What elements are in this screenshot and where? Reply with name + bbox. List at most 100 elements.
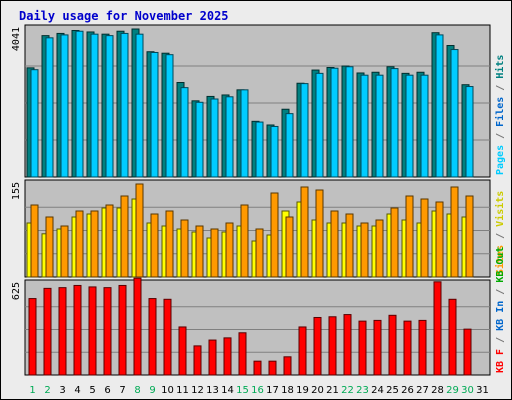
side-legend-part: KB In xyxy=(495,301,506,331)
bar-pages-day-23 xyxy=(360,74,369,178)
bar-kbytes-day-3 xyxy=(58,287,67,376)
bar-kbytes-day-5 xyxy=(88,286,97,376)
x-tick-label-day-20: 20 xyxy=(311,385,324,396)
bar-kbytes-day-26 xyxy=(403,320,412,376)
side-legend-part: / xyxy=(495,331,506,349)
bar-sites-day-3 xyxy=(60,225,69,278)
bar-sites-day-29 xyxy=(450,186,459,278)
bar-kbytes-day-1 xyxy=(28,298,37,376)
bar-kbytes-day-23 xyxy=(358,320,367,376)
bar-kbytes-day-4 xyxy=(73,284,82,376)
side-legend-part: / xyxy=(495,127,506,145)
side-legend-part: Visits xyxy=(494,191,506,227)
x-tick-label-day-16: 16 xyxy=(251,385,264,396)
bar-pages-day-21 xyxy=(330,67,339,178)
bar-kbytes-day-18 xyxy=(283,356,292,376)
bar-pages-day-15 xyxy=(240,89,249,178)
bar-sites-day-11 xyxy=(180,219,189,278)
side-legend-part: Pages xyxy=(495,145,506,175)
bar-kbytes-day-30 xyxy=(463,328,472,376)
bar-sites-day-28 xyxy=(435,201,444,278)
bar-kbytes-day-21 xyxy=(328,316,337,376)
x-tick-label-day-26: 26 xyxy=(401,385,414,396)
bar-pages-day-1 xyxy=(30,69,39,178)
bar-pages-day-5 xyxy=(90,33,99,178)
x-tick-label-day-30: 30 xyxy=(461,385,474,396)
plot-area-kbytes xyxy=(24,279,491,376)
y-max-label-sites-visits: 155 xyxy=(11,182,22,200)
side-legend-part: Files xyxy=(494,97,506,127)
x-tick-label-day-12: 12 xyxy=(191,385,204,396)
bar-kbytes-day-15 xyxy=(238,332,247,376)
bar-pages-day-26 xyxy=(405,74,414,178)
x-tick-label-day-4: 4 xyxy=(74,385,80,396)
bar-pages-day-22 xyxy=(345,66,354,178)
bar-kbytes-day-2 xyxy=(43,287,52,376)
bar-pages-day-10 xyxy=(165,54,174,178)
bar-kbytes-day-13 xyxy=(208,339,217,376)
x-tick-label-day-14: 14 xyxy=(221,385,234,396)
bar-kbytes-day-24 xyxy=(373,319,382,376)
bar-pages-day-17 xyxy=(270,125,279,178)
bar-sites-day-14 xyxy=(225,222,234,278)
bar-kbytes-day-20 xyxy=(313,316,322,376)
x-tick-label-day-2: 2 xyxy=(44,385,50,396)
bar-sites-day-10 xyxy=(165,210,174,278)
bar-pages-day-29 xyxy=(450,49,459,178)
x-tick-label-day-15: 15 xyxy=(236,385,249,396)
bar-pages-day-2 xyxy=(45,37,54,178)
bar-pages-day-30 xyxy=(465,86,474,178)
bar-pages-day-11 xyxy=(180,87,189,178)
bar-kbytes-day-14 xyxy=(223,337,232,376)
bar-sites-day-6 xyxy=(105,204,114,278)
bar-kbytes-day-17 xyxy=(268,360,277,376)
bar-sites-day-30 xyxy=(465,195,474,278)
bar-pages-day-8 xyxy=(135,33,144,178)
bar-pages-day-3 xyxy=(60,34,69,178)
bar-kbytes-day-12 xyxy=(193,345,202,376)
side-legend-part: / xyxy=(495,227,506,245)
bar-pages-day-13 xyxy=(210,98,219,178)
bar-sites-day-18 xyxy=(285,216,294,278)
side-legend-part: KB F xyxy=(495,349,506,373)
bar-pages-day-4 xyxy=(75,30,84,178)
bar-pages-day-27 xyxy=(420,74,429,178)
x-tick-label-day-10: 10 xyxy=(161,385,174,396)
bar-pages-day-19 xyxy=(300,83,309,178)
bar-sites-day-24 xyxy=(375,219,384,278)
bar-sites-day-20 xyxy=(315,189,324,278)
y-max-label-kbytes: 625 xyxy=(11,282,22,300)
bar-kbytes-day-6 xyxy=(103,287,112,376)
x-tick-label-day-13: 13 xyxy=(206,385,219,396)
bar-sites-day-5 xyxy=(90,210,99,278)
bar-pages-day-7 xyxy=(120,32,129,178)
y-max-label-hits-files-pages: 4041 xyxy=(11,27,22,51)
x-tick-label-day-11: 11 xyxy=(176,385,189,396)
x-tick-label-day-31: 31 xyxy=(476,385,489,396)
bar-pages-day-14 xyxy=(225,96,234,178)
x-tick-label-day-1: 1 xyxy=(29,385,35,396)
bar-sites-day-22 xyxy=(345,213,354,278)
x-tick-label-day-5: 5 xyxy=(89,385,95,396)
side-legend-part: / xyxy=(495,79,506,97)
chart-title: Daily usage for November 2025 xyxy=(19,9,229,23)
bar-pages-day-18 xyxy=(285,113,294,178)
bar-sites-day-17 xyxy=(270,192,279,278)
x-tick-label-day-28: 28 xyxy=(431,385,444,396)
x-tick-label-day-3: 3 xyxy=(59,385,65,396)
bar-sites-day-26 xyxy=(405,195,414,278)
bar-sites-day-1 xyxy=(30,204,39,278)
x-tick-label-day-21: 21 xyxy=(326,385,339,396)
side-legend-part: Sites xyxy=(494,245,506,275)
bar-sites-day-8 xyxy=(135,183,144,278)
bar-pages-day-24 xyxy=(375,74,384,178)
bar-kbytes-day-22 xyxy=(343,314,352,376)
x-tick-label-day-29: 29 xyxy=(446,385,459,396)
bar-sites-day-23 xyxy=(360,222,369,278)
bar-pages-day-12 xyxy=(195,101,204,178)
x-tick-label-day-23: 23 xyxy=(356,385,369,396)
bar-pages-day-9 xyxy=(150,51,159,178)
bar-sites-day-9 xyxy=(150,213,159,278)
bar-sites-day-2 xyxy=(45,216,54,278)
